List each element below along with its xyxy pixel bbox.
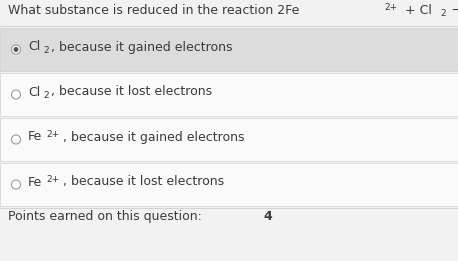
Circle shape bbox=[11, 45, 21, 54]
Text: , because it lost electrons: , because it lost electrons bbox=[63, 175, 224, 188]
Text: Points earned on this question:: Points earned on this question: bbox=[8, 210, 206, 223]
Text: 2: 2 bbox=[44, 46, 49, 55]
Text: What substance is reduced in the reaction 2Fe: What substance is reduced in the reactio… bbox=[8, 4, 300, 17]
Text: + Cl: + Cl bbox=[401, 4, 432, 17]
FancyBboxPatch shape bbox=[0, 28, 458, 71]
Text: Fe: Fe bbox=[28, 130, 42, 144]
Circle shape bbox=[11, 180, 21, 189]
FancyBboxPatch shape bbox=[0, 163, 458, 206]
Text: Fe: Fe bbox=[28, 175, 42, 188]
Text: , because it gained electrons: , because it gained electrons bbox=[51, 40, 233, 54]
Text: 2+: 2+ bbox=[46, 130, 60, 139]
Circle shape bbox=[13, 47, 18, 52]
Text: 2+: 2+ bbox=[46, 175, 60, 184]
Circle shape bbox=[11, 90, 21, 99]
Circle shape bbox=[11, 135, 21, 144]
FancyBboxPatch shape bbox=[0, 118, 458, 161]
Text: , because it gained electrons: , because it gained electrons bbox=[63, 130, 245, 144]
Text: 2: 2 bbox=[44, 91, 49, 100]
Text: 2+: 2+ bbox=[384, 3, 397, 13]
Text: 2: 2 bbox=[441, 9, 447, 19]
Text: → 2Fe: → 2Fe bbox=[448, 4, 458, 17]
Text: 4: 4 bbox=[263, 210, 272, 223]
FancyBboxPatch shape bbox=[0, 73, 458, 116]
Text: Cl: Cl bbox=[28, 86, 40, 98]
Text: Cl: Cl bbox=[28, 40, 40, 54]
Text: , because it lost electrons: , because it lost electrons bbox=[51, 86, 212, 98]
